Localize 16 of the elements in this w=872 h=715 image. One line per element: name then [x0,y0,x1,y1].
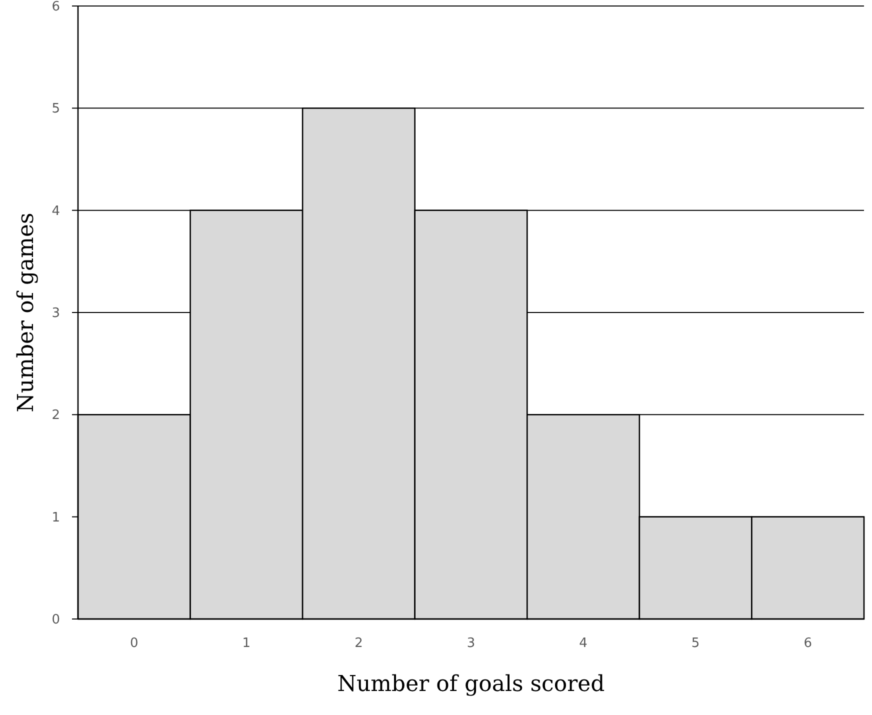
x-tick-label: 5 [691,636,700,651]
x-tick-label: 1 [242,636,251,651]
x-tick-label: 2 [354,636,363,651]
x-tick-label: 6 [804,636,812,651]
x-tick-label: 3 [466,636,476,651]
x-tick-label: 4 [579,636,588,651]
y-tick-label: 2 [52,408,60,424]
y-tick-label: 4 [52,204,60,219]
y-tick-label: 5 [52,102,60,117]
y-tick-label: 1 [52,510,60,526]
y-tick-label: 0 [52,612,60,628]
y-axis-title: Number of games [14,212,39,412]
y-tick-label: 6 [52,0,60,15]
x-axis-title: Number of goals scored [337,672,605,697]
x-tick-label: 0 [130,636,138,651]
y-tick-label: 3 [52,306,60,322]
